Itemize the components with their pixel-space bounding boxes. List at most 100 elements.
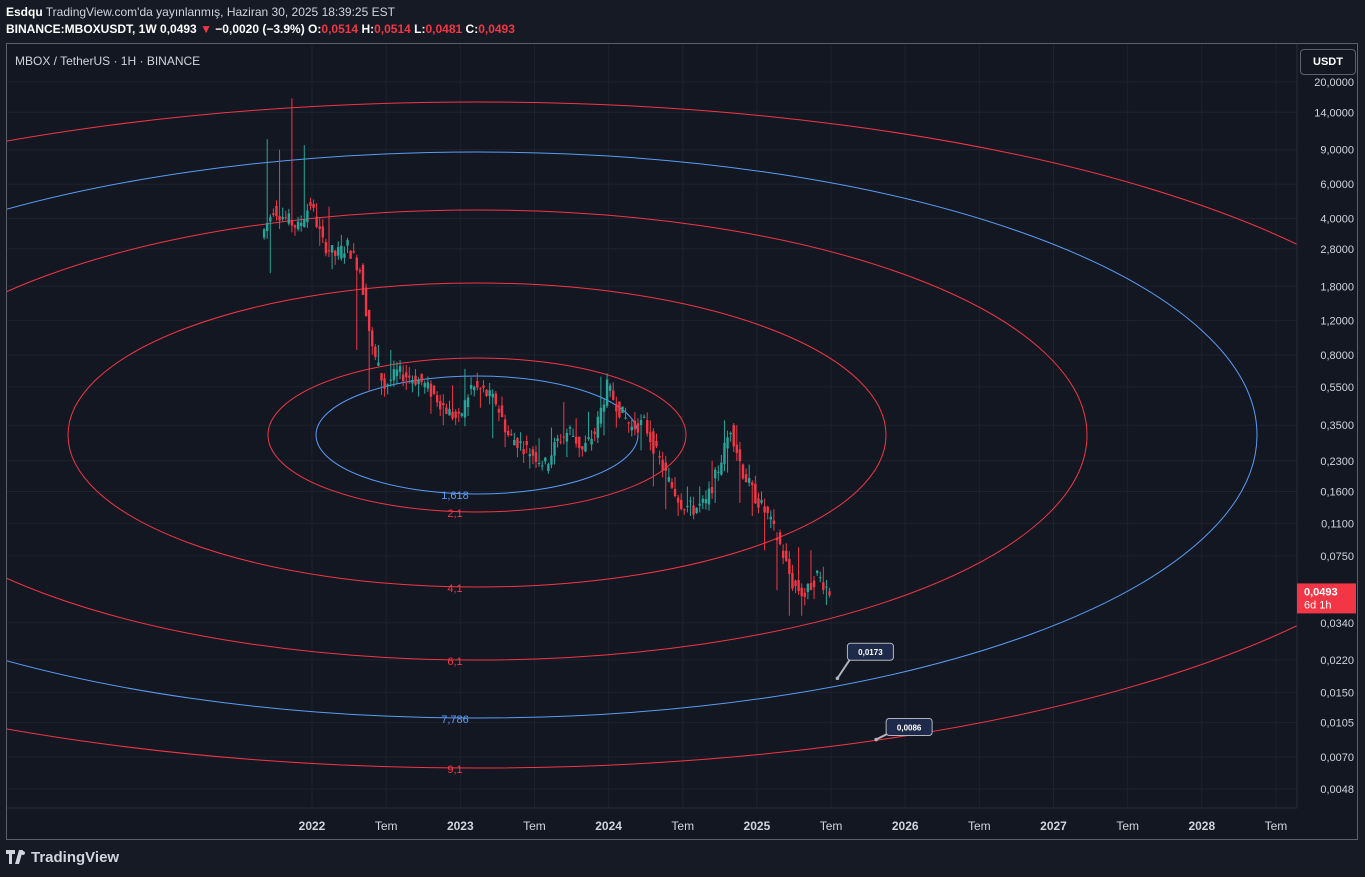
candle-body [676, 497, 680, 503]
candle-body [578, 436, 581, 449]
candle-body [788, 559, 791, 574]
candle-body [738, 449, 742, 462]
candle-body [781, 550, 785, 558]
candle-body [785, 550, 788, 561]
currency-button[interactable]: USDT [1300, 49, 1356, 75]
price-note-label: 0,0086 [897, 724, 922, 733]
candle-body [327, 250, 331, 252]
candle-body [445, 407, 448, 414]
candle-body [602, 404, 606, 412]
candle-body [389, 379, 392, 381]
candle-body [324, 242, 328, 254]
time-axis: 2022 Tem 2023 Tem 2024 Tem 2025 Tem 2026 Tem 2027 T… [7, 807, 1297, 833]
down-arrow-icon: ▼ [200, 22, 212, 36]
candle-body [701, 498, 705, 503]
candle-body [624, 417, 627, 419]
candle-body [361, 264, 365, 295]
candle-body [612, 390, 615, 400]
y-tick-label: 4,0000 [1320, 214, 1354, 226]
y-tick-label: 0,8000 [1320, 350, 1354, 362]
candle-body [290, 220, 294, 226]
close-label: C: [465, 22, 479, 36]
publish-line: Esdqu TradingView.com'da yayınlanmış, Ha… [6, 5, 395, 19]
tradingview-logo[interactable]: TradingView [6, 849, 119, 866]
candle-body [377, 362, 380, 366]
candle-body [689, 500, 692, 502]
x-tick-label: 2022 [299, 819, 326, 833]
plot-area: 1,618 2,1 4,1 6,1 7,786 9,1 0,0173 0,0086 [7, 98, 1297, 776]
candle-body [494, 393, 498, 405]
candle-body [423, 383, 426, 388]
candle-body [825, 586, 828, 588]
candle-body [747, 478, 751, 483]
candle-body [358, 270, 362, 272]
candle-body [426, 382, 430, 389]
fib-circle [267, 357, 687, 513]
candle-body [642, 416, 646, 418]
fib-circle-label: 9,1 [447, 764, 462, 776]
candle-body [488, 390, 491, 397]
y-tick-label: 20,0000 [1314, 77, 1354, 89]
candle-body [822, 582, 825, 591]
last-price-tag [1297, 583, 1356, 614]
candle-body [525, 441, 528, 446]
candle-body [686, 505, 689, 508]
candle-body [269, 217, 272, 222]
candle-body [432, 385, 436, 394]
candle-body [757, 498, 760, 508]
candle-body [367, 309, 371, 332]
candle-body [460, 413, 464, 416]
candle-body [497, 408, 501, 413]
y-tick-label: 0,0070 [1320, 752, 1354, 764]
candle-body [429, 383, 433, 397]
candle-body [803, 592, 806, 597]
candle-body [405, 372, 408, 378]
y-tick-label: 2,8000 [1320, 244, 1354, 256]
last-price-countdown: 6d 1h [1304, 599, 1332, 611]
high-label: H: [361, 22, 375, 36]
candle-body [503, 419, 507, 433]
grid-lines [7, 44, 1297, 808]
y-tick-label: 0,1100 [1321, 518, 1354, 530]
candle-body [318, 226, 321, 229]
candle-body [655, 440, 658, 447]
y-tick-label: 0,3500 [1320, 420, 1354, 432]
candle-body [293, 225, 297, 228]
price-note [885, 718, 933, 737]
y-tick-label: 0,2300 [1320, 456, 1354, 468]
candle-body [568, 427, 572, 429]
candle-body [649, 432, 652, 443]
candle-body [695, 507, 698, 514]
candle-body [815, 570, 819, 574]
open-label: O: [308, 22, 322, 36]
candle-body [559, 441, 562, 443]
price-note-label: 0,0173 [858, 648, 883, 657]
candle-body [343, 253, 346, 258]
candle-body [473, 386, 476, 391]
y-tick-label: 0,0048 [1320, 784, 1354, 796]
fib-circle-label: 1,618 [441, 490, 469, 502]
author-name[interactable]: Esdqu [6, 5, 43, 19]
note-pointer [836, 656, 853, 679]
candle-body [735, 444, 739, 454]
candle-body [608, 385, 612, 391]
candle-body [652, 431, 655, 454]
candle-body [266, 222, 269, 232]
y-tick-label: 6,0000 [1320, 179, 1354, 191]
candle-body [593, 431, 596, 435]
candle-body [442, 402, 445, 406]
candle-body [553, 442, 556, 456]
candle-body [374, 346, 377, 358]
candle-body [466, 397, 470, 408]
candle-body [664, 462, 667, 471]
candle-body [590, 438, 593, 445]
chart-pane[interactable] [6, 43, 1358, 840]
candle-body [392, 369, 396, 381]
candle-body [587, 437, 590, 439]
x-tick-label: 2025 [744, 819, 771, 833]
ohlc-line: BINANCE:MBOXUSDT, 1W 0,0493 ▼ −0,0020 (−… [6, 22, 515, 36]
candle-body [398, 366, 402, 372]
fib-circle [7, 151, 1258, 719]
y-tick-label: 0,0340 [1320, 618, 1354, 630]
